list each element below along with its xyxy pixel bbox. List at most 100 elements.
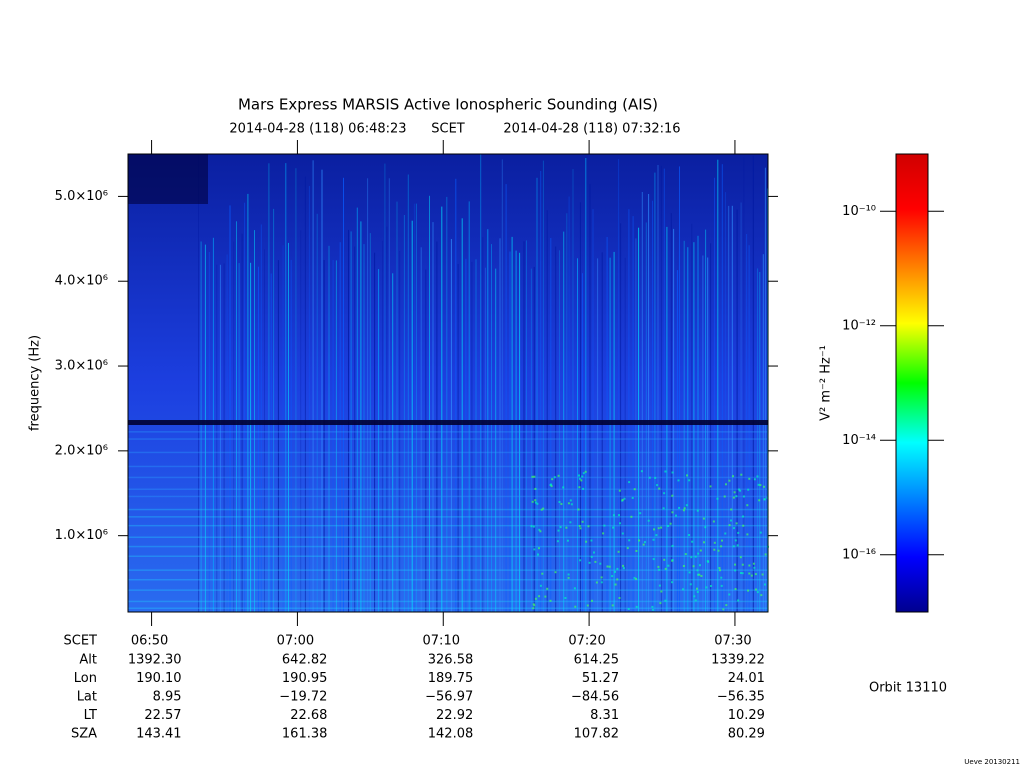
ephemeris-value: 326.58 [428,653,474,668]
spectrogram-texture [682,588,684,591]
spectrogram-texture [686,474,688,477]
spectrogram-texture [550,483,553,486]
spectrogram-texture [657,565,660,568]
spectrogram-texture [534,499,537,502]
spectrogram-texture [663,558,666,561]
spectrogram-texture [699,564,701,567]
spectrogram-texture [244,202,246,612]
spectrogram-texture [595,581,598,584]
spectrogram-texture [723,495,726,498]
spectrogram-texture [356,207,358,612]
spectrogram-texture [531,500,534,503]
spectrogram-texture [567,502,570,505]
spectrogram-texture [399,250,401,612]
spectrogram-texture [415,203,417,612]
spectrogram-texture [540,171,542,612]
spectrogram-texture [384,163,386,612]
spectrogram-texture [290,259,292,612]
spectrogram-texture [229,205,231,612]
spectrogram-texture [628,209,630,612]
spectrogram-texture [128,545,768,548]
spectrogram-texture [609,257,611,612]
spectrogram-texture [763,498,766,501]
spectrogram-texture [660,165,662,612]
ephemeris-value: 143.41 [136,727,182,742]
spectrogram-texture [728,205,730,612]
spectrogram-texture [382,240,383,612]
ephemeris-label: Alt [79,653,97,668]
spectrogram-texture [709,485,712,488]
spectrogram-texture [533,266,535,612]
spectrogram-texture [539,584,542,587]
spectrogram-texture [654,476,657,479]
spectrogram-texture [559,250,560,613]
spectrogram-texture [641,192,643,612]
spectrogram-texture [720,584,723,587]
spectrogram-texture [622,564,624,567]
spectrogram-texture [321,169,323,612]
spectrogram-texture [702,517,705,520]
ephemeris-value: 1339.22 [711,653,765,668]
spectrogram-texture [707,257,709,612]
spectrogram-texture [613,251,615,612]
spectrogram-texture [128,154,208,204]
spectrogram-texture [533,475,536,478]
spectrogram-texture [544,595,547,598]
spectrogram-texture [570,503,573,506]
spectrogram-texture [555,246,557,612]
spectrogram-texture [536,502,539,505]
spectrogram-texture [128,516,768,518]
spectrogram-texture [403,215,405,612]
y-tick-label: 3.0×10⁶ [55,359,108,374]
spectrogram-texture [645,222,647,612]
time-start: 2014-04-28 (118) 06:48:23 [229,122,406,137]
spectrogram-texture [579,202,581,613]
spectrogram-texture [696,591,699,593]
spectrogram-texture [532,525,535,528]
spectrogram-texture [216,264,218,612]
spectrogram-texture [652,558,655,561]
spectrogram-texture [538,595,541,598]
spectrogram-texture [560,503,563,505]
ephemeris-label: Lat [77,690,97,705]
ephemeris-value: 1392.30 [128,653,182,668]
plot-frame [127,153,769,613]
spectrogram-texture [128,607,768,609]
spectrogram-texture [367,178,369,613]
spectrogram-texture [732,496,735,499]
spectrogram-texture [721,539,723,542]
spectrogram-texture [582,487,585,490]
spectrogram-texture [750,574,753,577]
spectrogram-texture [675,514,677,517]
spectrogram-texture [363,244,365,612]
spectrogram-texture [639,512,642,515]
spectrogram-texture [748,572,751,575]
spectrogram-texture [689,583,692,586]
spectrogram-texture [626,547,629,550]
spectrogram-texture [549,599,552,602]
spectrogram-texture [706,560,709,562]
spectrogram-texture [616,567,619,570]
spectrogram-texture [539,530,542,533]
spectrogram-texture [260,224,262,612]
spectrogram-texture [541,572,544,575]
spectrogram-texture [273,208,275,612]
spectrogram-texture [660,526,663,529]
spectrogram-texture [677,479,680,482]
spectrogram-texture [343,177,344,613]
spectrogram-texture [658,487,661,490]
spectrogram-texture [688,534,691,536]
spectrogram-texture [730,519,732,522]
spectrogram-texture [569,499,572,502]
spectrogram-texture [590,539,593,542]
time-system: SCET [431,122,465,137]
spectrogram-texture [323,260,325,612]
spectrogram-texture [671,544,674,547]
spectrogram-texture [624,257,626,612]
ephemeris-label: LT [84,708,97,723]
spectrogram-texture [748,477,751,480]
spectrogram-texture [530,525,533,528]
spectrogram-texture [465,258,467,612]
spectrogram-texture [618,159,620,612]
spectrogram-texture [558,501,561,503]
